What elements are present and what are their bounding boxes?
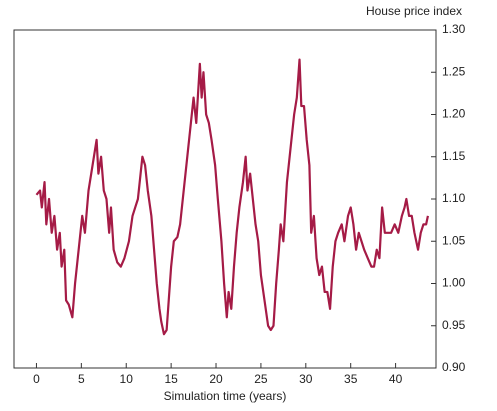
y-tick-label: 1.20: [442, 107, 466, 121]
x-tick-label: 30: [299, 372, 313, 386]
x-tick-label: 0: [33, 372, 40, 386]
y-tick-label: 1.10: [442, 191, 466, 205]
x-axis-title: Simulation time (years): [164, 389, 287, 403]
y-tick-label: 1.05: [442, 233, 466, 247]
x-tick-label: 35: [344, 372, 358, 386]
x-tick-label: 20: [209, 372, 223, 386]
x-tick-label: 15: [164, 372, 178, 386]
y-tick-label: 1.25: [442, 64, 466, 78]
y-tick-label: 1.30: [442, 22, 466, 36]
data-line: [35, 58, 429, 336]
x-tick-label: 5: [78, 372, 85, 386]
x-tick-label: 40: [389, 372, 403, 386]
y-tick-label: 0.90: [442, 360, 466, 374]
plot-frame: [13, 29, 437, 369]
y-tick-label: 0.95: [442, 318, 466, 332]
y-tick-label: 1.00: [442, 276, 466, 290]
x-tick-label: 25: [254, 372, 268, 386]
y-axis-title: House price index: [366, 4, 462, 18]
y-tick-label: 1.15: [442, 149, 466, 163]
x-tick-label: 10: [120, 372, 134, 386]
